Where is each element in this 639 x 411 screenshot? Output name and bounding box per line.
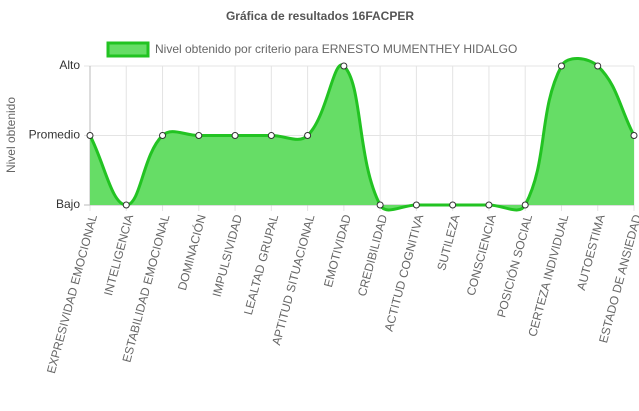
x-tick-label: INTELIGENCIA [101, 213, 136, 297]
x-tick-label: IMPULSIVIDAD [210, 213, 246, 299]
y-tick-label: Promedio [29, 128, 81, 142]
chart-title: Gráfica de resultados 16FACPER [226, 9, 414, 23]
line [88, 57, 636, 212]
point [195, 132, 203, 139]
point [340, 62, 348, 70]
x-tick-label: CERTEZA INDIVIDUAL [525, 213, 571, 338]
x-tick-label: SUTILEZA [434, 213, 462, 272]
point [594, 62, 602, 70]
point [521, 201, 529, 209]
x-tick-label: AUTOESTIMA [574, 213, 608, 292]
point [159, 132, 167, 139]
point [376, 201, 384, 209]
y-axis-label: Nivel obtenido [4, 97, 18, 173]
point [86, 132, 94, 139]
point [231, 132, 239, 139]
x-tick-label: LEALTAD GRUPAL [241, 213, 281, 317]
point [630, 132, 638, 139]
point [267, 132, 275, 139]
x-tick-label: DOMINACIÓN [174, 213, 209, 292]
point [122, 201, 130, 209]
y-tick-label: Alto [59, 58, 80, 72]
legend-swatch[interactable] [106, 41, 150, 58]
x-tick-label: ACTITUD COGNITIVA [382, 213, 427, 333]
point [449, 201, 457, 209]
x-tick-label: CONSCIENCIA [464, 213, 499, 297]
x-tick-label: POSICIÓN SOCIAL [493, 212, 535, 319]
point [412, 201, 420, 209]
legend-label[interactable]: Nivel obtenido por criterio para ERNESTO… [155, 42, 517, 56]
x-tick-label: EXPRESIVIDAD EMOCIONAL [44, 213, 100, 375]
point [557, 62, 565, 70]
x-tick-label: CREDIBILIDAD [355, 213, 390, 298]
area [90, 58, 634, 210]
y-tick-label: Bajo [56, 197, 80, 211]
x-tick-label: EMOTIVIDAD [321, 213, 354, 289]
point [304, 132, 312, 139]
point [485, 201, 493, 209]
